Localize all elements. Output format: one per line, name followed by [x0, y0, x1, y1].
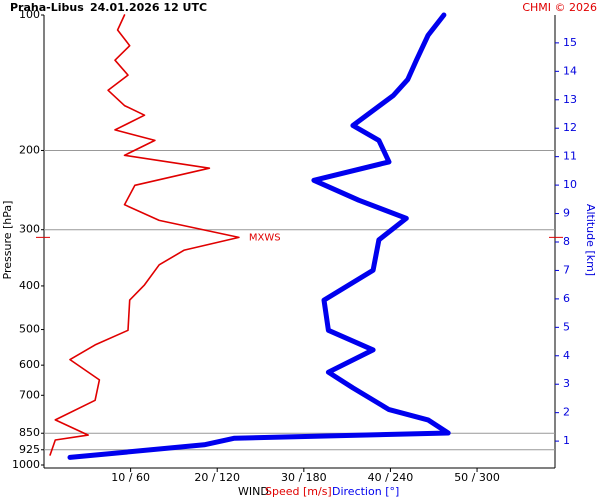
- profile-line: [49, 14, 240, 456]
- annotation: MXWS: [249, 232, 281, 243]
- y2-tick-label: 8: [563, 235, 570, 248]
- y2-tick-label: 7: [563, 263, 570, 276]
- y2-tick-label: 13: [563, 93, 577, 106]
- y-tick-label: 1000: [12, 458, 40, 471]
- y-tick-label: 500: [19, 323, 40, 336]
- y-tick-label: 300: [19, 223, 40, 236]
- legend-label: Direction [°]: [332, 485, 399, 498]
- y2-tick-label: 12: [563, 121, 577, 134]
- profile-line: [67, 12, 451, 460]
- y2-tick-label: 6: [563, 292, 570, 305]
- y2-tick-label: 10: [563, 178, 577, 191]
- legend-label: Speed [m/s]: [265, 485, 332, 498]
- x-tick-label: 20 / 120: [194, 471, 240, 484]
- x-tick-label: 30 / 180: [281, 471, 327, 484]
- y2-tick-label: 15: [563, 36, 577, 49]
- chart-subtitle: 24.01.2026 12 UTC: [90, 1, 207, 14]
- y2-tick-label: 9: [563, 207, 570, 220]
- y-tick-label: 400: [19, 279, 40, 292]
- y2-tick-label: 14: [563, 64, 577, 77]
- x-axis-label: WIND: [238, 485, 269, 498]
- y-tick-label: 600: [19, 358, 40, 371]
- y2-axis-label: Altitude [km]: [584, 204, 597, 276]
- y2-tick-label: 5: [563, 320, 570, 333]
- y-tick-label: 100: [19, 8, 40, 21]
- y-tick-label: 925: [19, 443, 40, 456]
- x-tick-label: 40 / 240: [368, 471, 414, 484]
- x-tick-label: 10 / 60: [111, 471, 150, 484]
- chart-title: Praha-Libus: [10, 1, 84, 14]
- x-tick-label: 50 / 300: [454, 471, 500, 484]
- y2-tick-label: 3: [563, 377, 570, 390]
- y-tick-label: 850: [19, 426, 40, 439]
- y-axis-label: Pressure [hPa]: [1, 201, 14, 280]
- y-tick-label: 700: [19, 388, 40, 401]
- y2-tick-label: 4: [563, 349, 570, 362]
- y2-tick-label: 1: [563, 434, 570, 447]
- credit: CHMI © 2026: [522, 1, 597, 14]
- y-tick-label: 200: [19, 143, 40, 156]
- y2-tick-label: 2: [563, 406, 570, 419]
- y2-tick-label: 11: [563, 150, 577, 163]
